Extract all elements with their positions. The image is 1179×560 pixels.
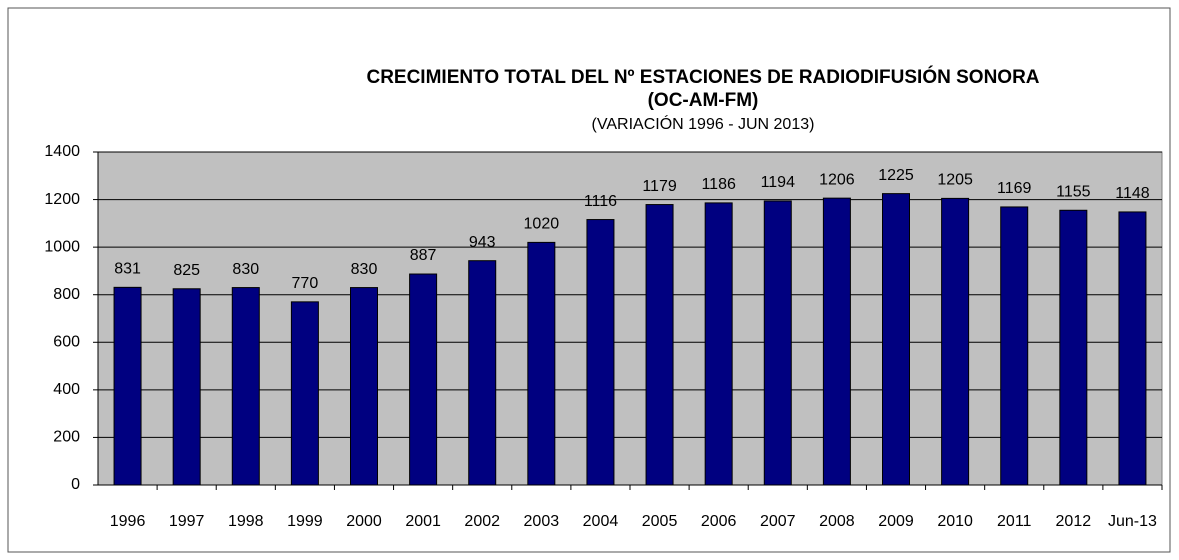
bar [941,197,970,486]
value-label: 830 [232,261,259,278]
bar [231,287,260,486]
bar [586,219,615,486]
bar [763,200,792,486]
y-tick-label: 0 [71,476,80,493]
x-tick-label: Jun-13 [1108,513,1157,530]
y-tick-label: 1200 [44,191,80,208]
x-tick-label: 2004 [583,513,619,530]
value-label: 887 [410,247,437,264]
value-label: 1116 [584,193,617,210]
bar [704,202,733,486]
x-tick-label: 2000 [346,513,382,530]
bar [527,241,556,486]
x-tick-label: 1997 [169,513,205,530]
bar [822,197,851,486]
x-tick-label: 1998 [228,513,264,530]
bar [409,273,438,486]
value-label: 1148 [1115,185,1150,202]
chart-title: CRECIMIENTO TOTAL DEL Nº ESTACIONES DE R… [366,66,1039,88]
y-tick-label: 600 [53,334,80,351]
y-tick-label: 1400 [44,143,80,160]
value-label: 1155 [1056,183,1091,200]
chart-title: (OC-AM-FM) [648,90,759,111]
bar [882,193,910,486]
x-tick-label: 2012 [1056,513,1092,530]
bar [350,287,378,486]
bar [1118,211,1147,486]
x-tick-label: 2010 [937,513,973,530]
y-tick-label: 200 [53,429,80,446]
y-tick-label: 1000 [44,238,80,255]
x-tick-label: 2003 [524,513,560,530]
value-label: 825 [173,262,200,279]
bar [645,204,674,486]
value-label: 1205 [937,172,973,189]
bar [1000,206,1029,486]
value-label: 1169 [997,180,1032,197]
chart-subtitle: (VARIACIÓN 1996 - JUN 2013) [592,114,815,133]
x-tick-label: 2001 [405,513,441,530]
x-tick-label: 2008 [819,513,855,530]
bar [113,286,142,486]
value-label: 1020 [524,216,560,233]
value-label: 943 [469,234,496,251]
value-label: 1179 [642,178,677,195]
x-tick-label: 2007 [760,513,796,530]
value-label: 1206 [819,171,855,188]
value-label: 831 [114,261,141,278]
bar [290,301,319,486]
plot-area [97,151,1163,486]
value-label: 770 [292,275,319,292]
x-tick-label: 1996 [110,513,146,530]
bar [468,260,497,486]
x-tick-label: 2006 [701,513,737,530]
x-tick-label: 1999 [287,513,323,530]
bar [1059,209,1088,486]
x-tick-label: 2009 [878,513,914,530]
value-label: 1225 [878,167,914,184]
x-tick-label: 2005 [642,513,678,530]
value-label: 830 [351,261,378,278]
value-label: 1194 [761,174,796,191]
y-tick-label: 800 [53,286,80,303]
x-tick-label: 2011 [997,513,1032,530]
y-tick-label: 400 [53,381,80,398]
x-tick-label: 2002 [464,513,500,530]
bar [172,288,201,486]
value-label: 1186 [701,176,736,193]
